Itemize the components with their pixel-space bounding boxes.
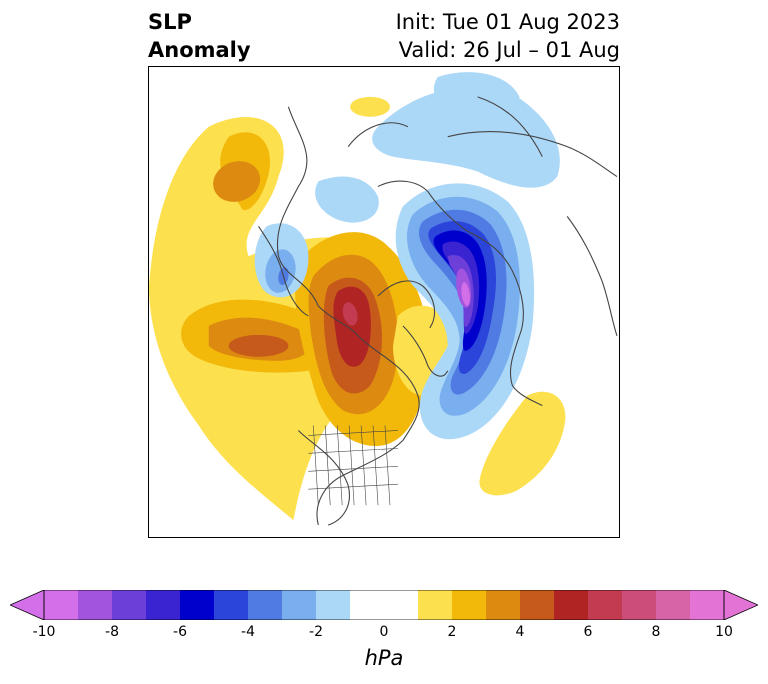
coastline bbox=[509, 335, 543, 407]
state-border bbox=[308, 466, 398, 472]
coastline bbox=[467, 230, 524, 337]
colorbar-extend-high bbox=[723, 590, 758, 620]
colorbar-bin bbox=[350, 590, 419, 620]
title-type: Anomaly bbox=[148, 38, 251, 62]
map-panel bbox=[148, 66, 620, 538]
negative-anomaly-contour bbox=[372, 86, 560, 188]
colorbar-bin bbox=[656, 590, 691, 620]
state-border bbox=[360, 425, 367, 506]
negative-anomaly-contour bbox=[461, 282, 470, 306]
coastline bbox=[447, 130, 618, 177]
negative-anomaly-contour bbox=[447, 254, 474, 328]
colorbar-bin bbox=[622, 590, 657, 620]
colorbar-tick-label: -2 bbox=[309, 624, 323, 640]
colorbar-tick-label: 4 bbox=[515, 624, 525, 640]
colorbar-bin bbox=[112, 590, 147, 620]
colorbar-units: hPa bbox=[364, 646, 404, 670]
state-border bbox=[336, 425, 343, 506]
colorbar-bin bbox=[78, 590, 113, 620]
map-title: SLP Anomaly bbox=[148, 8, 251, 64]
positive-anomaly-contour bbox=[228, 334, 289, 357]
positive-anomaly-contour bbox=[333, 286, 371, 367]
colorbar-tick-label: 6 bbox=[583, 624, 593, 640]
anomaly-map bbox=[149, 67, 619, 537]
colorbar-tick-label: 0 bbox=[379, 624, 389, 640]
colorbar-bin bbox=[44, 590, 79, 620]
coastline bbox=[377, 180, 468, 232]
coastline bbox=[317, 305, 420, 441]
colorbar-tick-label: -4 bbox=[241, 624, 255, 640]
coastline bbox=[276, 106, 319, 307]
state-border bbox=[348, 425, 355, 506]
coastline bbox=[347, 122, 409, 147]
init-date: Init: Tue 01 Aug 2023 bbox=[395, 10, 620, 34]
colorbar-outline bbox=[43, 590, 725, 620]
coastlines bbox=[258, 96, 618, 526]
colorbar-tick-label: 2 bbox=[447, 624, 457, 640]
coastline bbox=[377, 280, 436, 329]
state-border bbox=[308, 483, 398, 490]
state-border bbox=[313, 425, 319, 506]
colorbar-bin bbox=[520, 590, 555, 620]
colorbar-tick-label: -8 bbox=[105, 624, 119, 640]
colorbar-bin bbox=[486, 590, 521, 620]
colorbar-bin bbox=[180, 590, 215, 620]
positive-anomaly-contour bbox=[350, 96, 390, 117]
colorbar-tick-label: -10 bbox=[32, 624, 56, 640]
state-border bbox=[324, 425, 331, 506]
colorbar-bin bbox=[418, 590, 453, 620]
positive-anomaly-contour bbox=[213, 161, 261, 202]
title-variable: SLP bbox=[148, 10, 192, 34]
coastline bbox=[297, 430, 350, 526]
coastline bbox=[477, 96, 543, 157]
colorbar-bin bbox=[316, 590, 351, 620]
colorbar-tick-label: 8 bbox=[651, 624, 661, 640]
state-border bbox=[372, 425, 379, 506]
map-dates: Init: Tue 01 Aug 2023 Valid: 26 Jul – 01… bbox=[396, 8, 620, 64]
valid-range: Valid: 26 Jul – 01 Aug bbox=[398, 38, 620, 62]
colorbar-bin bbox=[146, 590, 181, 620]
colorbar-bin bbox=[690, 590, 725, 620]
state-border bbox=[384, 425, 391, 506]
coastline bbox=[258, 226, 309, 317]
colorbar-bin bbox=[214, 590, 249, 620]
colorbar-tick-label: -6 bbox=[173, 624, 187, 640]
positive-anomaly-contour bbox=[342, 302, 358, 326]
colorbar-bin bbox=[452, 590, 487, 620]
colorbar-extend-low bbox=[10, 590, 45, 620]
positive-anomaly-contour bbox=[479, 391, 566, 496]
coastline bbox=[566, 216, 618, 337]
colorbar-tick-label: 10 bbox=[715, 624, 733, 640]
state-border bbox=[308, 448, 398, 454]
colorbar-bin bbox=[248, 590, 283, 620]
colorbar-bin bbox=[282, 590, 317, 620]
colorbar-bin bbox=[588, 590, 623, 620]
colorbar bbox=[10, 590, 758, 620]
coastline bbox=[402, 325, 449, 377]
negative-anomaly-contour bbox=[315, 176, 379, 223]
colorbar-ticks: -10 -8 -6 -4 -2 0 2 4 6 8 10 bbox=[0, 624, 768, 644]
colorbar-bin bbox=[554, 590, 589, 620]
state-border bbox=[308, 430, 398, 436]
